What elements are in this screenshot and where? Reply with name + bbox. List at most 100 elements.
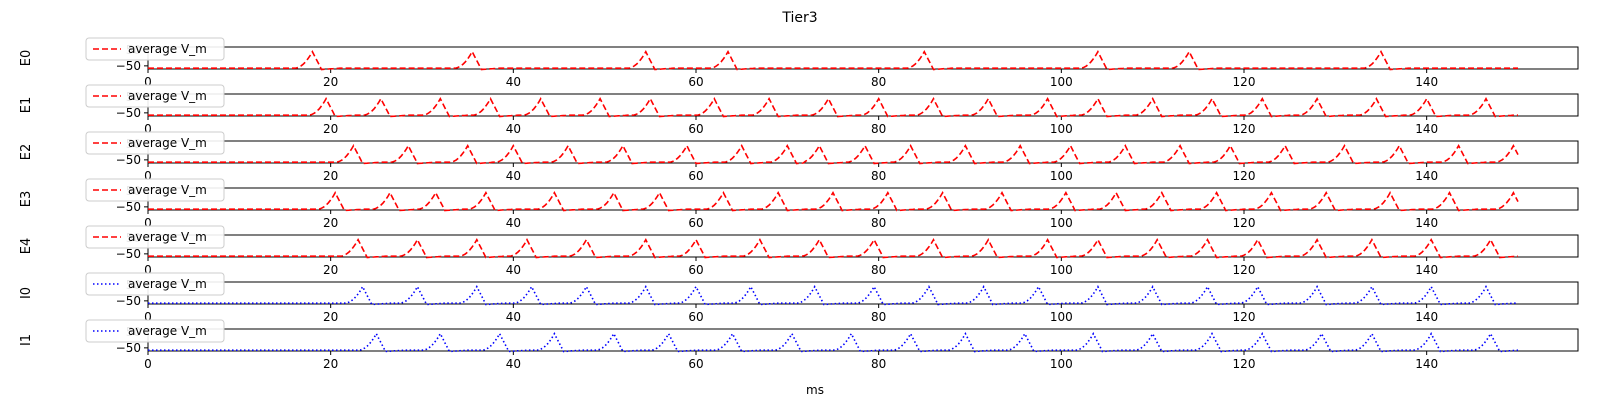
y-tick-label: −50 (116, 247, 141, 261)
axes-frame (147, 46, 1579, 70)
legend: average V_m (85, 131, 225, 155)
legend-box (85, 178, 225, 202)
x-tick-label: 40 (506, 169, 521, 183)
x-tick-label: 20 (323, 75, 338, 89)
x-tick-label: 120 (1233, 122, 1256, 136)
x-tick-label: 0 (144, 216, 152, 230)
axes-frame (147, 234, 1579, 258)
legend-box (85, 84, 225, 108)
y-axis-label: I1 (19, 334, 34, 346)
y-tick-label: −50 (116, 153, 141, 167)
x-tick-label: 100 (1050, 216, 1073, 230)
series-line-average-vm (148, 144, 1519, 165)
x-tick-label: 140 (1415, 169, 1438, 183)
x-tick-label: 0 (144, 310, 152, 324)
x-tick-label: 0 (144, 263, 152, 277)
x-tick-label: 140 (1415, 310, 1438, 324)
x-tick-label: 60 (688, 169, 703, 183)
y-tick-label: −50 (116, 106, 141, 120)
legend: average V_m (85, 272, 225, 296)
x-tick-label: 60 (688, 357, 703, 371)
x-tick-label: 40 (506, 75, 521, 89)
x-tick-label: 40 (506, 216, 521, 230)
x-tick-label: 20 (323, 310, 338, 324)
legend-box (85, 131, 225, 155)
x-axis-label: ms (806, 383, 824, 397)
x-tick-label: 100 (1050, 75, 1073, 89)
x-tick-label: 80 (871, 310, 886, 324)
series-line-average-vm (148, 191, 1519, 212)
x-tick-label: 60 (688, 216, 703, 230)
x-tick-label: 100 (1050, 357, 1073, 371)
axes-frame (147, 93, 1579, 117)
legend: average V_m (85, 225, 225, 249)
legend-label: average V_m (128, 136, 207, 150)
x-tick-label: 60 (688, 263, 703, 277)
x-tick-label: 120 (1233, 310, 1256, 324)
x-tick-label: 120 (1233, 169, 1256, 183)
y-axis-label: I0 (19, 287, 34, 299)
legend-box (85, 225, 225, 249)
axes-frame (147, 328, 1579, 352)
legend-label: average V_m (128, 89, 207, 103)
x-tick-label: 120 (1233, 75, 1256, 89)
legend: average V_m (85, 84, 225, 108)
x-tick-label: 40 (506, 122, 521, 136)
x-tick-label: 140 (1415, 122, 1438, 136)
x-tick-label: 0 (144, 75, 152, 89)
legend: average V_m (85, 319, 225, 343)
x-tick-label: 40 (506, 310, 521, 324)
legend-box (85, 319, 225, 343)
legend-label: average V_m (128, 277, 207, 291)
axes-frame (147, 187, 1579, 211)
x-tick-label: 100 (1050, 122, 1073, 136)
x-tick-label: 140 (1415, 357, 1438, 371)
x-tick-label: 100 (1050, 310, 1073, 324)
figure-title: Tier3 (781, 10, 817, 26)
x-tick-label: 20 (323, 263, 338, 277)
y-axis-label: E1 (19, 97, 34, 114)
x-tick-label: 120 (1233, 263, 1256, 277)
y-tick-label: −50 (116, 59, 141, 73)
x-tick-label: 140 (1415, 216, 1438, 230)
x-tick-label: 80 (871, 169, 886, 183)
series-line-average-vm (148, 285, 1518, 306)
x-tick-label: 80 (871, 122, 886, 136)
x-tick-label: 60 (688, 75, 703, 89)
axes-frame (147, 140, 1579, 164)
series-line-average-vm (148, 332, 1519, 353)
legend-label: average V_m (128, 230, 207, 244)
x-tick-label: 20 (323, 122, 338, 136)
series-line-average-vm (148, 97, 1518, 118)
legend: average V_m (85, 178, 225, 202)
y-axis-label: E2 (19, 144, 34, 161)
legend: average V_m (85, 37, 225, 61)
legend-label: average V_m (128, 42, 207, 56)
x-tick-label: 20 (323, 216, 338, 230)
x-tick-label: 40 (506, 263, 521, 277)
x-tick-label: 60 (688, 122, 703, 136)
x-tick-label: 40 (506, 357, 521, 371)
x-tick-label: 20 (323, 357, 338, 371)
x-tick-label: 80 (871, 357, 886, 371)
y-axis-label: E3 (19, 191, 34, 208)
x-tick-label: 0 (144, 122, 152, 136)
y-tick-label: −50 (116, 294, 141, 308)
x-tick-label: 80 (871, 263, 886, 277)
legend-box (85, 37, 225, 61)
y-axis-label: E0 (19, 50, 34, 67)
x-tick-label: 120 (1233, 357, 1256, 371)
y-axis-label: E4 (19, 238, 34, 255)
x-tick-label: 0 (144, 357, 152, 371)
legend-label: average V_m (128, 183, 207, 197)
x-tick-label: 100 (1050, 263, 1073, 277)
x-tick-label: 80 (871, 216, 886, 230)
x-tick-label: 60 (688, 310, 703, 324)
